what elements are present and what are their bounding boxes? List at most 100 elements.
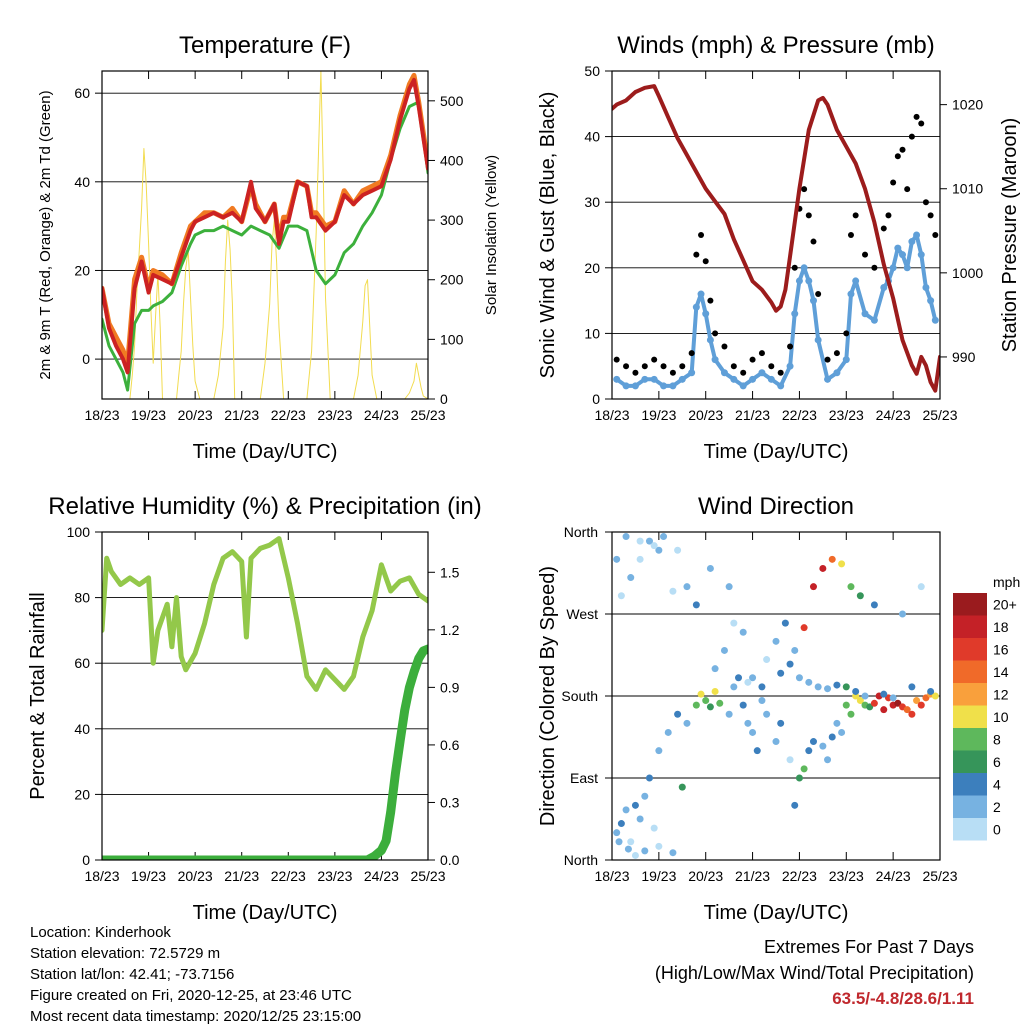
series-solar-line — [102, 71, 428, 399]
direction-point — [758, 697, 766, 705]
direction-point — [777, 669, 785, 677]
direction-point — [730, 619, 738, 627]
direction-point — [870, 699, 878, 707]
y-tick-label: North — [564, 524, 598, 540]
right-tick-label: 400 — [440, 152, 464, 168]
direction-point — [833, 681, 841, 689]
direction-point — [917, 583, 925, 591]
right-tick-label: 1010 — [952, 181, 983, 197]
wind-point — [702, 310, 710, 318]
legend-label: 2 — [993, 799, 1001, 815]
direction-point — [720, 646, 728, 654]
direction-point — [631, 851, 639, 859]
direction-point — [809, 583, 817, 591]
direction-point — [795, 774, 803, 782]
direction-point — [683, 719, 691, 727]
gust-point — [871, 264, 878, 271]
gust-point — [651, 356, 658, 363]
direction-point — [838, 560, 846, 568]
temperature-panel: Temperature (F) Time (Day/UTC) 2m & 9m T (… — [37, 32, 500, 463]
direction-point — [617, 820, 625, 828]
wind-point — [913, 231, 921, 239]
gust-point — [927, 212, 934, 219]
wind-point — [678, 375, 686, 383]
direction-point — [613, 555, 621, 563]
direction-point — [615, 838, 623, 846]
gust-point — [843, 330, 850, 337]
legend-swatch — [953, 660, 987, 683]
panel-title: Wind Direction — [698, 493, 854, 520]
direction-point — [870, 601, 878, 609]
direction-point — [917, 701, 925, 709]
direction-point — [645, 537, 653, 545]
gust-point — [918, 120, 925, 127]
series-pressure-line — [612, 84, 940, 393]
winds-pressure-panel: Winds (mph) & Pressure (mb) Time (Day/UTC… — [537, 32, 1021, 463]
right-tick-label: 0.6 — [440, 737, 460, 753]
direction-point — [763, 710, 771, 718]
gust-point — [880, 225, 887, 232]
wind-point — [842, 356, 850, 364]
gust-point — [688, 350, 695, 357]
direction-point — [735, 674, 743, 682]
y-tick-label: 20 — [74, 262, 90, 278]
gust-point — [707, 297, 714, 304]
direction-point — [805, 678, 813, 686]
legend-swatch — [953, 795, 987, 818]
gust-point — [693, 251, 700, 258]
x-tick-label: 23/23 — [829, 407, 864, 423]
extremes-values: 63.5/-4.8/28.6/1.11 — [832, 989, 974, 1008]
direction-point — [828, 555, 836, 563]
wind-point — [889, 264, 897, 272]
direction-point — [730, 683, 738, 691]
direction-point — [880, 706, 888, 714]
direction-point — [819, 564, 827, 572]
direction-point — [828, 733, 836, 741]
wind-point — [739, 382, 747, 390]
x-tick-label: 20/23 — [688, 407, 723, 423]
x-tick-label: 23/23 — [317, 407, 352, 423]
gust-point — [791, 264, 798, 271]
gust-point — [758, 350, 765, 357]
station-location: Location: Kinderhook — [30, 924, 171, 941]
y-tick-label: 60 — [74, 85, 90, 101]
y-tick-label: South — [561, 688, 598, 704]
legend-label: 12 — [993, 686, 1009, 702]
wind-point — [814, 336, 822, 344]
gust-point — [730, 363, 737, 370]
direction-point — [763, 656, 771, 664]
extremes-subtitle: (High/Low/Max Wind/Total Precipitation) — [654, 963, 974, 983]
direction-point — [641, 847, 649, 855]
humidity-precip-panel: Relative Humidity (%) & Precipitation (i… — [27, 493, 482, 924]
direction-point — [692, 701, 700, 709]
direction-point — [636, 815, 644, 823]
direction-point — [650, 542, 658, 550]
direction-point — [674, 546, 682, 554]
direction-point — [739, 628, 747, 636]
gust-point — [749, 356, 756, 363]
x-tick-label: 25/23 — [410, 868, 445, 884]
y-tick-label: 50 — [584, 63, 600, 79]
y-axis-label: Sonic Wind & Gust (Blue, Black) — [537, 92, 559, 379]
x-tick-label: 25/23 — [922, 868, 957, 884]
direction-point — [702, 697, 710, 705]
right-axis-label: Station Pressure (Maroon) — [999, 118, 1021, 353]
y-axis-label: Percent & Total Rainfall — [27, 592, 49, 800]
wind-point — [922, 283, 930, 291]
direction-point — [622, 806, 630, 814]
right-tick-label: 0.0 — [440, 852, 460, 868]
direction-point — [669, 849, 677, 857]
right-tick-label: 1.5 — [440, 564, 460, 580]
direction-point — [655, 842, 663, 850]
wind-point — [730, 375, 738, 383]
y-tick-label: 60 — [74, 655, 90, 671]
direction-point — [861, 692, 869, 700]
direction-point — [842, 701, 850, 709]
legend-swatch — [953, 615, 987, 638]
legend-label: 20+ — [993, 596, 1017, 612]
direction-point — [795, 674, 803, 682]
x-tick-label: 24/23 — [876, 407, 911, 423]
x-tick-label: 18/23 — [84, 407, 119, 423]
legend-swatch — [953, 773, 987, 796]
wind-point — [805, 277, 813, 285]
